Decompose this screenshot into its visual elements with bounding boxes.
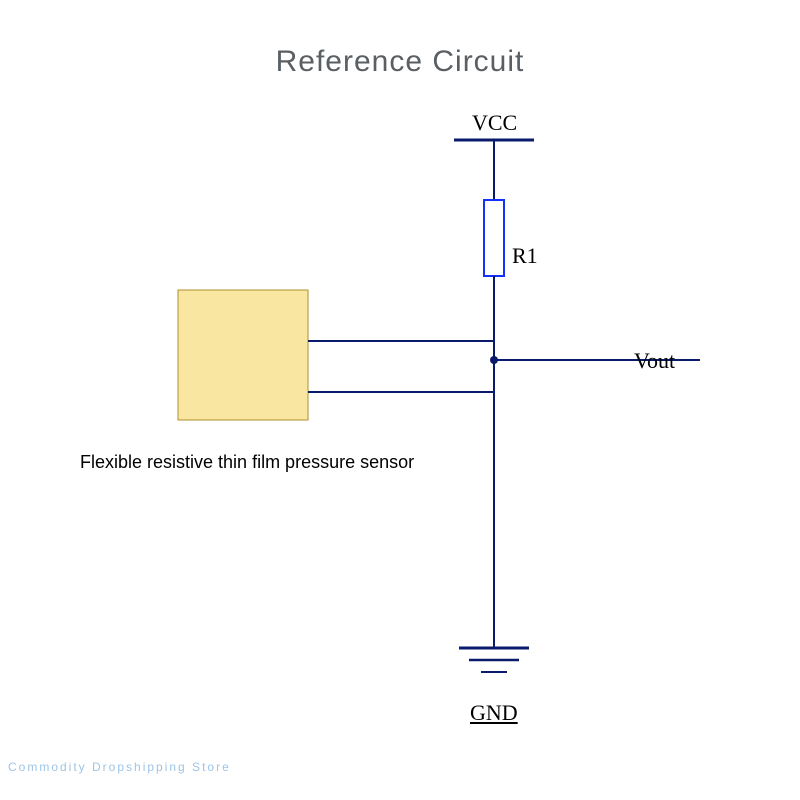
circuit-svg: [0, 0, 800, 800]
diagram-title: Reference Circuit: [0, 45, 800, 79]
watermark-text: Commodity Dropshipping Store: [8, 760, 231, 774]
sensor-label: Flexible resistive thin film pressure se…: [80, 452, 414, 473]
vout-label: Vout: [634, 348, 675, 374]
r1-label: R1: [512, 243, 538, 269]
vcc-label: VCC: [472, 110, 517, 136]
circuit-diagram: { "title": { "text": "Reference Circuit"…: [0, 0, 800, 800]
gnd-label: GND: [470, 700, 518, 726]
resistor-r1: [484, 200, 504, 276]
sensor-box: [178, 290, 308, 420]
